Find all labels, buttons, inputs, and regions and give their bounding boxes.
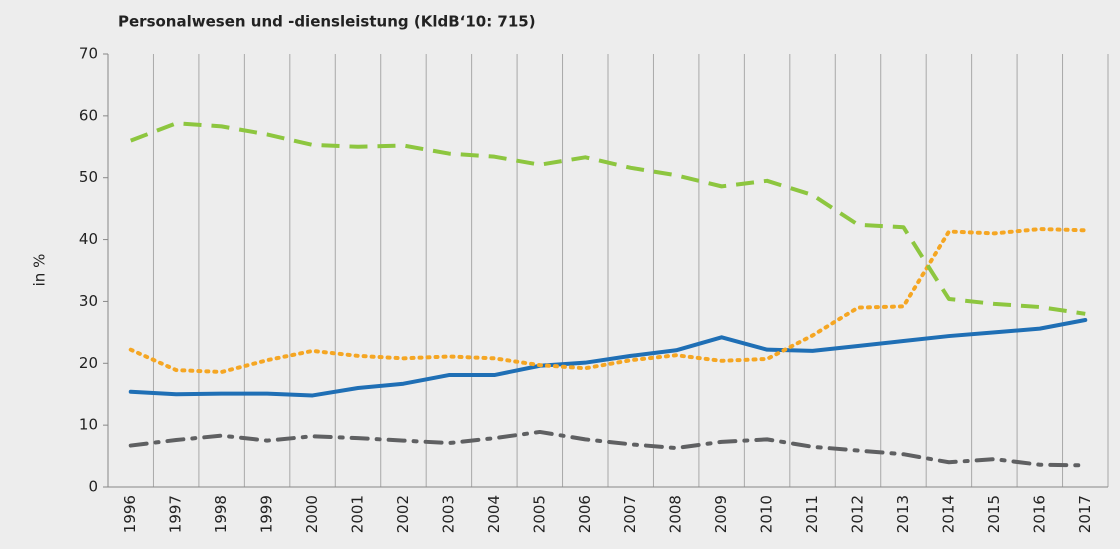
y-tick-label: 70 xyxy=(79,45,98,63)
x-tick-label: 2002 xyxy=(394,495,412,533)
chart-title: Personalwesen und -diensleistung (KldB‘1… xyxy=(118,13,536,31)
series-line xyxy=(128,227,1088,374)
x-tick-label: 1998 xyxy=(212,495,230,533)
x-tick-label: 2014 xyxy=(939,495,957,533)
x-tick-label: 2010 xyxy=(758,495,776,533)
x-tick-label: 2000 xyxy=(303,495,321,533)
x-tick-label: 2016 xyxy=(1030,495,1048,533)
x-tick-label: 2001 xyxy=(349,495,367,533)
y-tick-label: 30 xyxy=(79,292,98,310)
y-tick-label: 10 xyxy=(79,416,98,434)
x-tick-label: 2006 xyxy=(576,495,594,533)
x-tick-label: 2011 xyxy=(803,495,821,533)
x-tick-label: 2017 xyxy=(1076,495,1094,533)
series-line xyxy=(128,317,1088,398)
series-line xyxy=(128,429,1088,468)
x-tick-label: 2013 xyxy=(894,495,912,533)
y-tick-label: 60 xyxy=(79,106,98,124)
x-tick-label: 1999 xyxy=(258,495,276,533)
y-axis-label: in % xyxy=(31,254,49,287)
x-tick-label: 1996 xyxy=(121,495,139,533)
x-tick-label: 1997 xyxy=(167,495,185,533)
series-line xyxy=(130,121,1086,316)
y-tick-label: 0 xyxy=(88,478,98,496)
y-tick-label: 20 xyxy=(79,354,98,372)
x-tick-label: 2008 xyxy=(667,495,685,533)
x-tick-label: 2007 xyxy=(621,495,639,533)
x-tick-label: 2005 xyxy=(530,495,548,533)
x-tick-label: 2015 xyxy=(985,495,1003,533)
x-tick-label: 2012 xyxy=(849,495,867,533)
y-tick-label: 40 xyxy=(79,230,98,248)
x-tick-label: 2009 xyxy=(712,495,730,533)
x-tick-label: 2003 xyxy=(439,495,457,533)
y-tick-label: 50 xyxy=(79,168,98,186)
x-tick-label: 2004 xyxy=(485,495,503,533)
